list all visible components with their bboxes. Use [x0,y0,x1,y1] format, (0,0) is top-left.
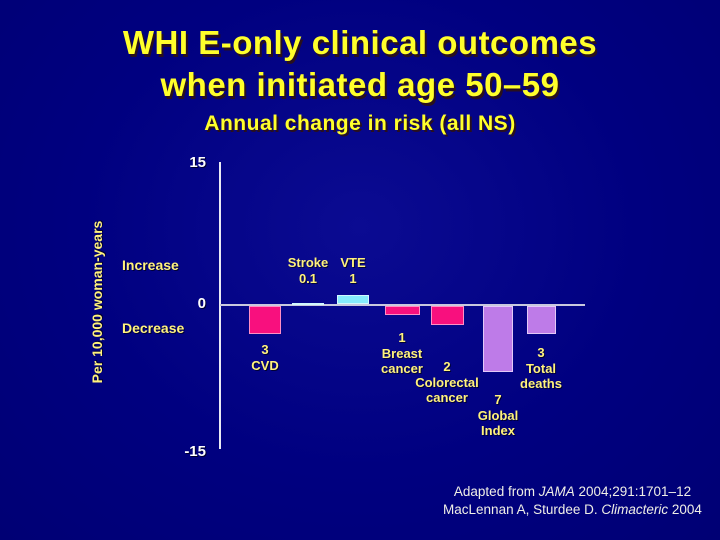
citation: Adapted from JAMA 2004;291:1701–12 MacLe… [425,483,720,518]
bar-cvd [249,306,281,334]
bar-total-deaths [527,306,556,334]
citation-line2-journal: Climacteric [601,501,669,517]
increase-annotation: Increase [122,257,179,273]
y-tick-15: 15 [189,154,206,171]
bar-label-line: Stroke [287,255,329,270]
y-axis-title: Per 10,000 woman-years [89,220,105,384]
bar-label-line: Colorectal [415,374,479,390]
bar-label-line: 0.1 [298,270,318,286]
y-tick-neg15: -15 [184,443,206,460]
bar-label-breast-cancer: 1 Breast cancer [342,330,462,377]
bar-colorectal-cancer [431,306,464,325]
citation-line1-prefix: Adapted from [453,484,539,499]
bar-label-line: CVD [251,357,279,373]
bar-label-line: VTE [340,255,366,270]
bar-label-line: 3 [537,345,545,360]
bar-label-line: cancer [426,390,468,405]
bar-label-colorectal-cancer: 2 Colorectal cancer [387,359,507,406]
citation-line1-suffix: 2004;291:1701–12 [574,484,692,499]
bar-label-line: cancer [381,361,423,376]
bar-label-line: deaths [520,376,562,391]
citation-line1: Adapted from JAMA 2004;291:1701–12 [425,483,720,501]
bar-vte [337,295,369,304]
bar-label-cvd: 3 CVD [205,342,325,373]
bar-label-stroke: Stroke 0.1 [248,255,368,286]
bar-label-vte: VTE 1 [293,255,413,286]
bar-label-line: Total [525,360,557,376]
bar-label-line: Global [477,407,519,423]
citation-line1-journal: JAMA [538,484,575,499]
bar-label-line: Breast [381,345,423,361]
bar-global-index [483,306,513,372]
y-tick-0: 0 [197,295,206,312]
citation-line2-suffix: 2004 [668,501,702,517]
bar-breast-cancer [385,306,420,315]
citation-line2-authors: MacLennan A, Sturdee D. [443,501,602,517]
bar-label-global-index: 7 Global Index [438,392,558,439]
bar-label-line: 1 [349,270,357,286]
bar-label-line: 1 [398,330,406,345]
bar-label-line: 2 [443,359,451,374]
slide-title-line2: when initiated age 50–59 [160,66,560,103]
bar-label-total-deaths: 3 Total deaths [481,345,601,392]
decrease-annotation: Decrease [122,320,185,336]
bar-label-line: 7 [494,392,502,407]
bar-stroke [292,303,324,305]
slide-title-line1: WHI E-only clinical outcomes [122,24,598,61]
slide-subtitle: Annual change in risk (all NS) [204,112,516,135]
zero-baseline [220,304,585,306]
bar-label-line: Index [481,423,515,438]
citation-line2: MacLennan A, Sturdee D. Climacteric 2004 [425,501,720,519]
bar-label-line: 3 [261,342,269,357]
